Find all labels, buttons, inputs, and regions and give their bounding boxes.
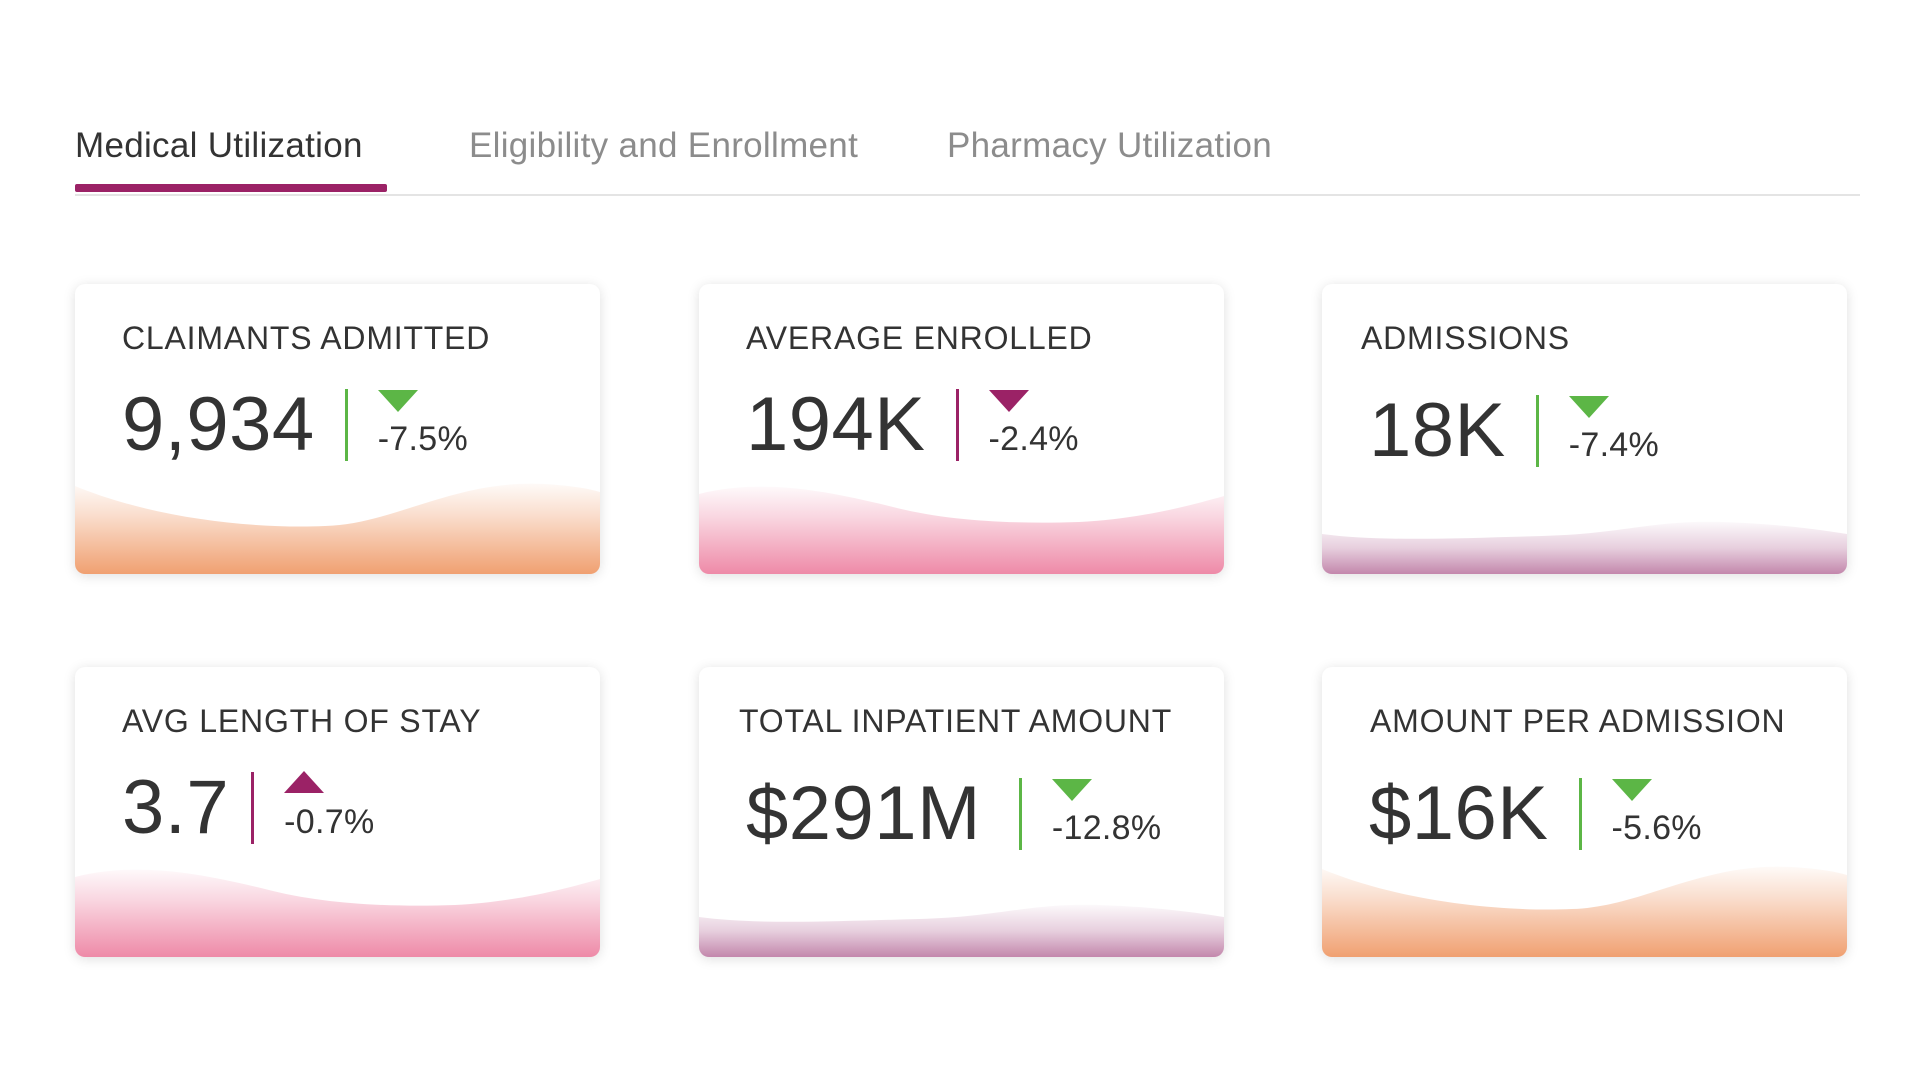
wave-area-chart — [1322, 866, 1847, 957]
wave-shape — [75, 483, 600, 574]
delta-group: -12.8% — [1051, 777, 1161, 851]
card-title: AMOUNT PER ADMISSION — [1370, 703, 1786, 739]
metric-value: 18K — [1369, 388, 1506, 473]
delta-group: -7.5% — [377, 388, 473, 462]
card-title: CLAIMANTS ADMITTED — [122, 320, 491, 356]
card-title: AVG LENGTH OF STAY — [122, 703, 482, 739]
triangle-down-icon — [377, 390, 418, 412]
wave-shape — [1322, 866, 1847, 957]
tab-bar: Medical Utilization Eligibility and Enro… — [75, 118, 1860, 196]
trend-divider — [344, 389, 348, 461]
triangle-down-icon — [1051, 779, 1092, 801]
card-title: TOTAL INPATIENT AMOUNT — [739, 703, 1173, 739]
delta-value: -0.7% — [284, 803, 375, 841]
wave-area-chart — [75, 869, 600, 957]
wave-area-chart — [75, 483, 600, 574]
delta-group: -5.6% — [1611, 777, 1707, 851]
delta-group: -0.7% — [284, 771, 379, 845]
metric-row: 3.7 -0.7% — [122, 765, 379, 850]
trend-divider — [1018, 778, 1022, 850]
kpi-card-claimants-admitted[interactable]: CLAIMANTS ADMITTED 9,934 -7.5% — [75, 284, 600, 574]
triangle-down-icon — [1568, 396, 1609, 418]
triangle-down-icon — [1611, 779, 1652, 801]
delta-group: -2.4% — [988, 388, 1084, 462]
trend-divider — [1578, 778, 1582, 850]
kpi-card-admissions[interactable]: ADMISSIONS 18K -7.4% — [1322, 284, 1847, 574]
metric-value: $291M — [746, 771, 981, 856]
wave-shape — [1322, 521, 1847, 574]
delta-value: -7.5% — [377, 420, 469, 458]
metric-row: 9,934 -7.5% — [122, 382, 473, 467]
wave-area-chart — [699, 486, 1224, 574]
tab-medical-utilization[interactable]: Medical Utilization — [75, 126, 363, 165]
delta-value: -2.4% — [988, 420, 1079, 458]
wave-area-chart — [1322, 521, 1847, 574]
wave-area-chart — [699, 904, 1224, 957]
metric-row: $291M -12.8% — [746, 771, 1161, 856]
delta-value: -5.6% — [1611, 809, 1702, 847]
metric-row: 194K -2.4% — [746, 382, 1084, 467]
kpi-card-total-inpatient-amount[interactable]: TOTAL INPATIENT AMOUNT $291M -12.8% — [699, 667, 1224, 957]
kpi-card-avg-length-of-stay[interactable]: AVG LENGTH OF STAY 3.7 -0.7% — [75, 667, 600, 957]
delta-value: -12.8% — [1051, 809, 1162, 847]
delta-value: -7.4% — [1568, 426, 1660, 464]
card-title: AVERAGE ENROLLED — [746, 320, 1093, 356]
triangle-down-icon — [988, 390, 1029, 412]
kpi-card-average-enrolled[interactable]: AVERAGE ENROLLED 194K -2.4% — [699, 284, 1224, 574]
metric-value: 9,934 — [122, 382, 315, 467]
metric-value: 194K — [746, 382, 926, 467]
delta-group: -7.4% — [1568, 394, 1664, 468]
wave-shape — [699, 904, 1224, 957]
trend-divider — [251, 772, 255, 844]
tab-eligibility-and-enrollment[interactable]: Eligibility and Enrollment — [469, 126, 859, 165]
metric-row: 18K -7.4% — [1369, 388, 1664, 473]
metric-value: 3.7 — [122, 765, 230, 850]
card-title: ADMISSIONS — [1361, 320, 1570, 356]
kpi-card-amount-per-admission[interactable]: AMOUNT PER ADMISSION $16K -5.6% — [1322, 667, 1847, 957]
metric-value: $16K — [1369, 771, 1549, 856]
tab-pharmacy-utilization[interactable]: Pharmacy Utilization — [947, 126, 1272, 165]
wave-shape — [699, 486, 1224, 574]
trend-divider — [955, 389, 959, 461]
triangle-up-icon — [284, 771, 325, 793]
wave-shape — [75, 869, 600, 957]
trend-divider — [1535, 395, 1539, 467]
metric-row: $16K -5.6% — [1369, 771, 1707, 856]
active-tab-indicator — [75, 184, 387, 192]
